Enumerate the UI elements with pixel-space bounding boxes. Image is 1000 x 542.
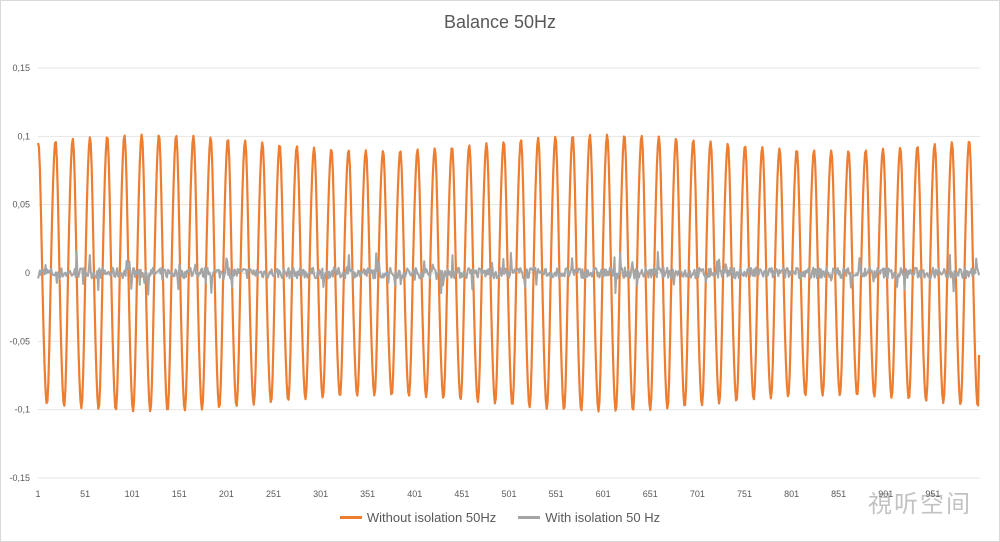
y-tick-labels: 0,15 0,1 0,05 0 -0,05 -0,1 -0,15 (9, 63, 30, 483)
series-line-with-isolation (37, 250, 981, 296)
x-tick-label: 851 (831, 489, 846, 499)
y-tick-label: 0,15 (12, 63, 30, 73)
legend-item-without-isolation: Without isolation 50Hz (339, 510, 497, 525)
x-tick-label: 401 (407, 489, 422, 499)
series-line-without-isolation (36, 133, 981, 413)
y-tick-label: -0,1 (14, 405, 30, 415)
legend-swatch-orange (339, 516, 362, 519)
y-tick-label: -0,05 (9, 336, 30, 346)
x-tick-label: 351 (360, 489, 375, 499)
legend-swatch-gray (518, 516, 541, 519)
x-tick-label: 101 (125, 489, 140, 499)
y-tick-label: 0,1 (17, 131, 30, 141)
x-tick-label: 51 (80, 489, 90, 499)
y-tick-label: -0,15 (9, 473, 30, 483)
x-tick-label: 201 (219, 489, 234, 499)
x-tick-label: 951 (925, 489, 940, 499)
series-lines (36, 133, 981, 413)
y-tick-label: 0,05 (12, 200, 30, 210)
x-tick-label: 1 (35, 489, 40, 499)
watermark: 視听空间 (868, 490, 972, 518)
legend-label: With isolation 50 Hz (545, 510, 661, 525)
x-tick-label: 751 (737, 489, 752, 499)
x-tick-label: 651 (643, 489, 658, 499)
x-tick-label: 701 (690, 489, 705, 499)
legend-item-with-isolation: With isolation 50 Hz (518, 510, 660, 525)
x-tick-label: 151 (172, 489, 187, 499)
x-tick-label: 901 (878, 489, 893, 499)
x-tick-label: 601 (596, 489, 611, 499)
x-tick-label: 551 (549, 489, 564, 499)
chart-title: Balance 50Hz (443, 12, 557, 32)
legend-label: Without isolation 50Hz (366, 510, 497, 525)
y-tick-label: 0 (25, 268, 30, 278)
x-tick-label: 501 (501, 489, 516, 499)
x-tick-label: 801 (784, 489, 799, 499)
x-tick-label: 251 (266, 489, 281, 499)
x-tick-label: 301 (313, 489, 328, 499)
x-tick-labels: 1 51 101 151 201 251 301 351 401 451 501 551 601 651 7… (35, 489, 940, 499)
legend: Without isolation 50Hz With isolation 50… (0, 510, 1000, 525)
x-tick-label: 451 (454, 489, 469, 499)
